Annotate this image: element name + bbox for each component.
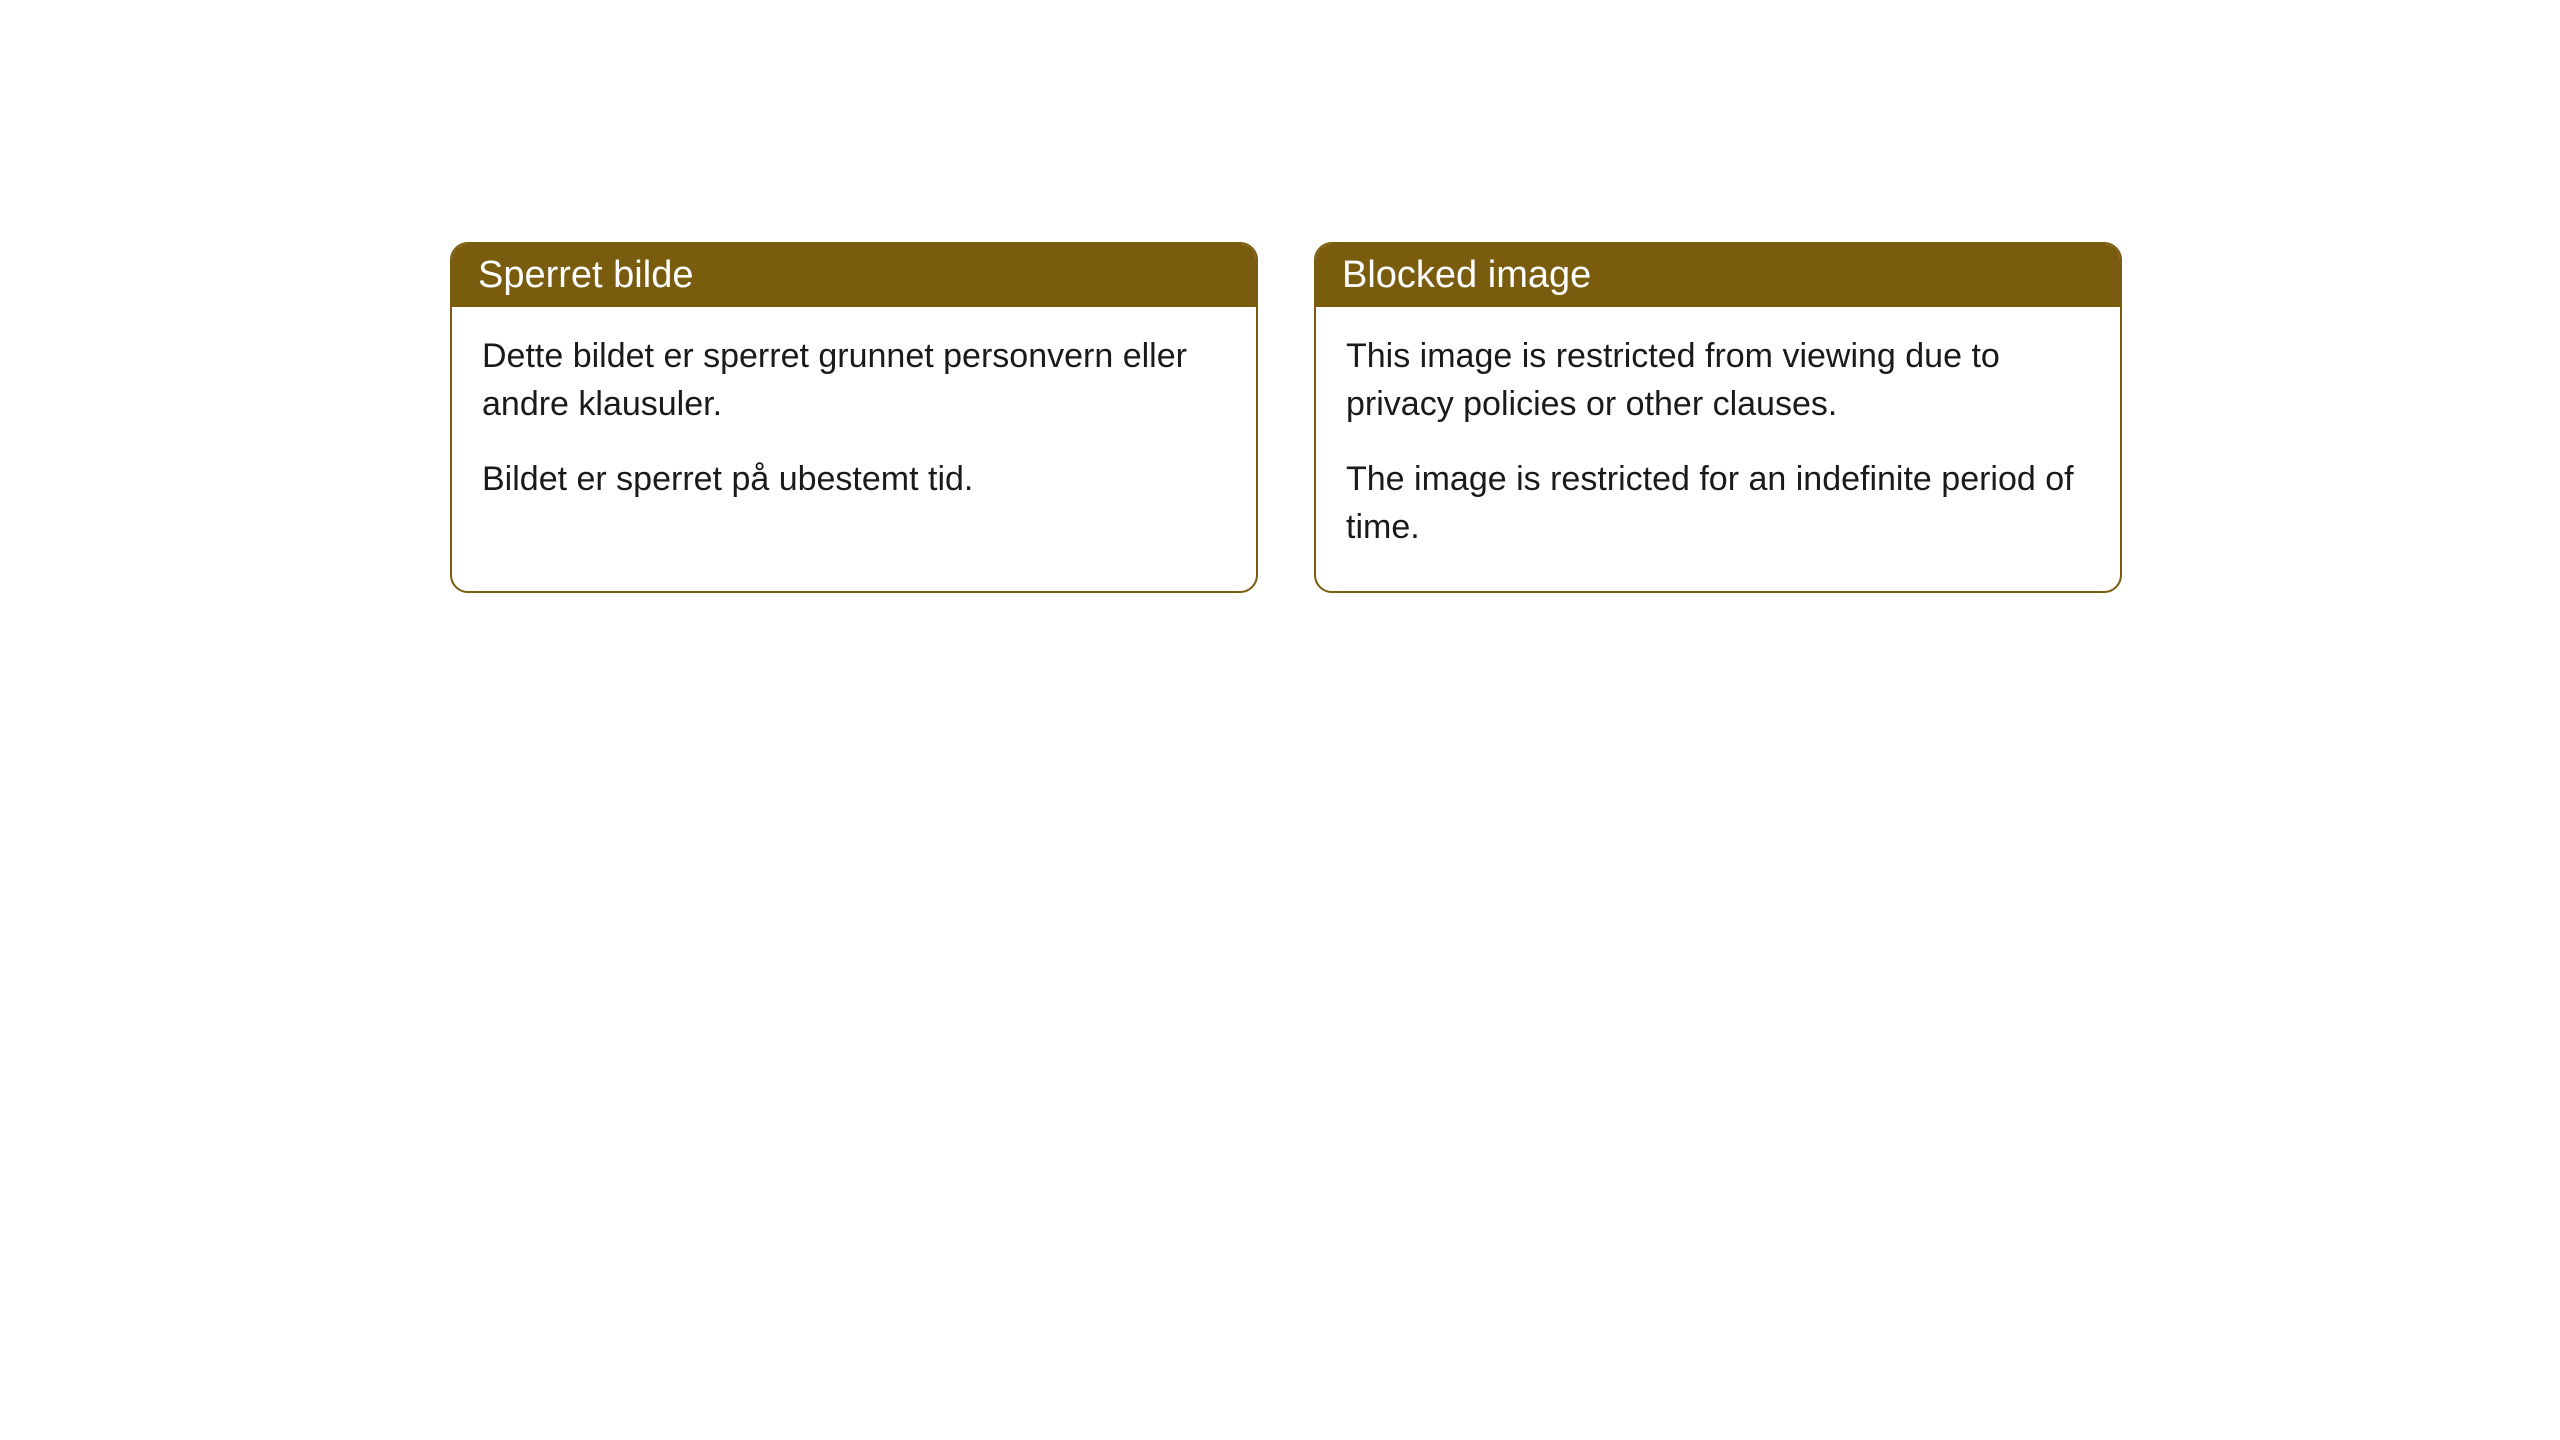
card-body-norwegian: Dette bildet er sperret grunnet personve…: [452, 307, 1256, 544]
card-header-english: Blocked image: [1316, 244, 2120, 307]
card-p1-norwegian: Dette bildet er sperret grunnet personve…: [482, 333, 1226, 428]
card-title-english: Blocked image: [1342, 254, 1591, 296]
cards-container: Sperret bilde Dette bildet er sperret gr…: [450, 242, 2122, 593]
card-title-norwegian: Sperret bilde: [478, 254, 693, 296]
card-body-english: This image is restricted from viewing du…: [1316, 307, 2120, 591]
card-p2-english: The image is restricted for an indefinit…: [1346, 456, 2090, 551]
card-norwegian: Sperret bilde Dette bildet er sperret gr…: [450, 242, 1258, 593]
card-p2-norwegian: Bildet er sperret på ubestemt tid.: [482, 456, 1226, 504]
card-header-norwegian: Sperret bilde: [452, 244, 1256, 307]
card-p1-english: This image is restricted from viewing du…: [1346, 333, 2090, 428]
card-english: Blocked image This image is restricted f…: [1314, 242, 2122, 593]
